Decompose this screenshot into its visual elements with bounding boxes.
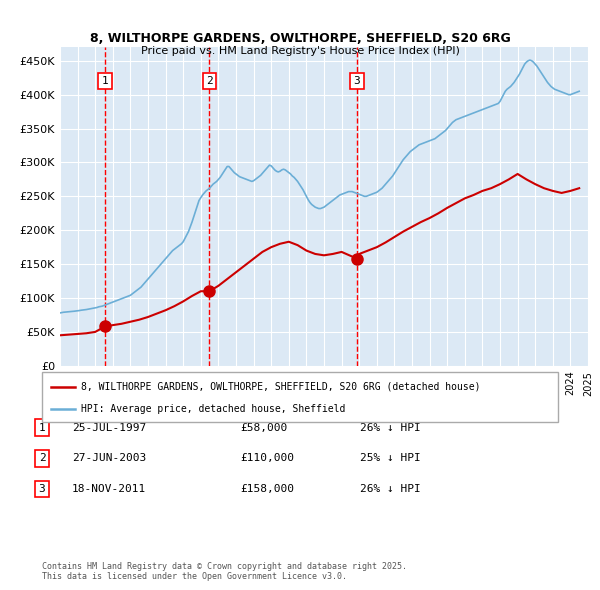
Text: 8, WILTHORPE GARDENS, OWLTHORPE, SHEFFIELD, S20 6RG: 8, WILTHORPE GARDENS, OWLTHORPE, SHEFFIE… <box>89 32 511 45</box>
Text: 1: 1 <box>38 423 46 432</box>
Text: 3: 3 <box>38 484 46 494</box>
Text: 18-NOV-2011: 18-NOV-2011 <box>72 484 146 494</box>
Text: 26% ↓ HPI: 26% ↓ HPI <box>360 484 421 494</box>
Text: 3: 3 <box>354 76 361 86</box>
Text: Contains HM Land Registry data © Crown copyright and database right 2025.
This d: Contains HM Land Registry data © Crown c… <box>42 562 407 581</box>
Text: 2: 2 <box>38 454 46 463</box>
Text: 27-JUN-2003: 27-JUN-2003 <box>72 454 146 463</box>
Text: Price paid vs. HM Land Registry's House Price Index (HPI): Price paid vs. HM Land Registry's House … <box>140 46 460 56</box>
Text: HPI: Average price, detached house, Sheffield: HPI: Average price, detached house, Shef… <box>81 404 346 414</box>
Text: £110,000: £110,000 <box>240 454 294 463</box>
Text: 25-JUL-1997: 25-JUL-1997 <box>72 423 146 432</box>
Text: 25% ↓ HPI: 25% ↓ HPI <box>360 454 421 463</box>
Text: 26% ↓ HPI: 26% ↓ HPI <box>360 423 421 432</box>
Text: 1: 1 <box>101 76 109 86</box>
Text: £58,000: £58,000 <box>240 423 287 432</box>
Text: £158,000: £158,000 <box>240 484 294 494</box>
Text: 2: 2 <box>206 76 213 86</box>
Text: 8, WILTHORPE GARDENS, OWLTHORPE, SHEFFIELD, S20 6RG (detached house): 8, WILTHORPE GARDENS, OWLTHORPE, SHEFFIE… <box>81 382 481 392</box>
